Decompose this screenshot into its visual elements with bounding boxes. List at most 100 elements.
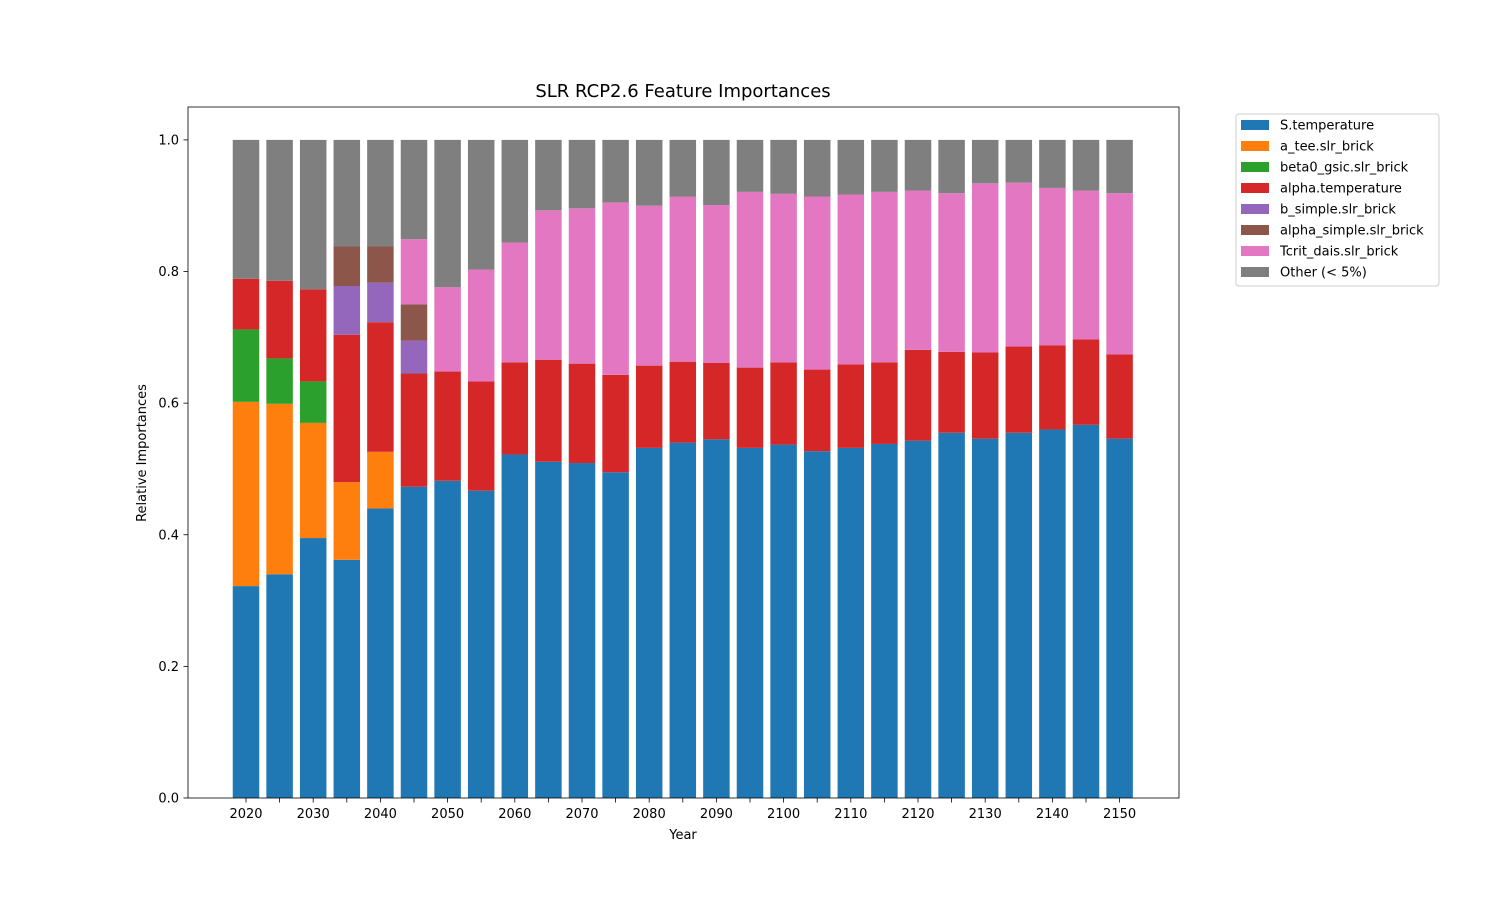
legend-label: alpha_simple.slr_brick <box>1280 224 1424 239</box>
bar-segment-6-2150 <box>1106 193 1133 355</box>
bar-segment-0-2100 <box>770 444 797 798</box>
bar-segment-0-2095 <box>736 447 764 798</box>
legend-label: Tcrit_dais.slr_brick <box>1279 245 1399 260</box>
bar-segment-2-2020 <box>232 329 260 402</box>
bar-segment-3-2085 <box>669 361 697 443</box>
bar-segment-0-2050 <box>434 480 461 798</box>
bar-segment-7-2030 <box>299 139 327 290</box>
bar-segment-1-2035 <box>333 482 361 560</box>
bar-segment-3-2130 <box>971 352 999 439</box>
legend-swatch <box>1241 225 1269 235</box>
bar-segment-5-2035 <box>333 246 361 287</box>
legend-label: b_simple.slr_brick <box>1280 203 1396 218</box>
bar-segment-6-2055 <box>467 269 495 382</box>
bar-segment-7-2095 <box>736 139 764 192</box>
x-tick-label: 2090 <box>700 807 733 822</box>
bar-segment-6-2090 <box>703 205 730 363</box>
bar-segment-6-2120 <box>904 190 932 350</box>
bar-segment-6-2080 <box>635 205 663 366</box>
bar-segment-7-2115 <box>871 139 898 192</box>
bar-segment-7-2065 <box>535 139 562 211</box>
bar-segment-7-2100 <box>770 139 797 194</box>
bar-segment-6-2095 <box>736 191 764 368</box>
bar-segment-3-2110 <box>837 364 865 448</box>
bar-segment-7-2020 <box>232 139 260 279</box>
bar-segment-7-2135 <box>1005 139 1033 183</box>
bar-segment-3-2020 <box>232 278 260 330</box>
legend-swatch <box>1241 120 1269 130</box>
bar-segment-0-2150 <box>1106 438 1133 798</box>
bar-segment-4-2035 <box>333 286 361 335</box>
legend-swatch <box>1241 267 1269 277</box>
bar-segment-7-2150 <box>1106 139 1133 194</box>
legend-swatch <box>1241 204 1269 214</box>
legend-frame <box>1235 113 1440 287</box>
bar-segment-2-2030 <box>299 381 327 423</box>
x-axis-label: Year <box>668 828 697 843</box>
legend-item: alpha_simple.slr_brick <box>1241 224 1424 239</box>
bar-segment-6-2085 <box>669 196 697 362</box>
bar-segment-6-2115 <box>871 191 898 363</box>
bar-segment-0-2145 <box>1072 424 1100 798</box>
bar-segment-3-2100 <box>770 362 797 445</box>
bar-segment-7-2055 <box>467 139 495 270</box>
bar-segment-5-2045 <box>400 304 428 341</box>
x-tick-label: 2020 <box>229 807 262 822</box>
bar-segment-0-2070 <box>568 463 596 798</box>
x-tick-label: 2070 <box>565 807 598 822</box>
bar-segment-6-2105 <box>803 196 831 370</box>
x-axis: 2020 2030 2040 2050 2060 2070 2080 2090 2100 2110… <box>229 798 1136 822</box>
bar-segment-6-2050 <box>434 287 461 372</box>
bar-segment-0-2020 <box>232 586 260 798</box>
x-tick-label: 2080 <box>633 807 666 822</box>
bar-segment-3-2070 <box>568 363 596 464</box>
y-tick-label: 0.8 <box>158 265 179 280</box>
x-tick-label: 2140 <box>1036 807 1069 822</box>
bar-segment-6-2140 <box>1039 187 1066 346</box>
y-tick-label: 0.4 <box>158 528 179 543</box>
bar-segment-7-2140 <box>1039 139 1066 188</box>
bar-segment-7-2130 <box>971 139 999 184</box>
bar-segment-0-2090 <box>703 439 730 798</box>
x-tick-label: 2110 <box>834 807 867 822</box>
x-tick-label: 2100 <box>767 807 800 822</box>
bar-segment-2-2025 <box>266 358 293 404</box>
bar-segment-3-2115 <box>871 362 898 444</box>
bar-segment-0-2025 <box>266 574 293 798</box>
bar-segment-7-2090 <box>703 139 730 206</box>
bar-segment-0-2105 <box>803 451 831 798</box>
bar-segment-6-2125 <box>938 193 965 352</box>
y-axis: 0.0 0.2 0.4 0.6 0.8 1.0 <box>158 133 188 807</box>
legend: S.temperature a_tee.slr_brick beta0_gsic.s… <box>1235 113 1440 287</box>
bar-segment-0-2140 <box>1039 429 1066 798</box>
bar-segment-7-2075 <box>602 139 629 203</box>
bars <box>232 139 1133 798</box>
chart-title: SLR RCP2.6 Feature Importances <box>535 81 830 102</box>
bar-segment-3-2135 <box>1005 346 1033 433</box>
bar-segment-0-2125 <box>938 432 965 798</box>
bar-segment-7-2035 <box>333 139 361 247</box>
bar-segment-3-2045 <box>400 373 428 487</box>
bar-segment-0-2120 <box>904 440 932 798</box>
bar-segment-3-2145 <box>1072 339 1100 425</box>
bar-segment-3-2075 <box>602 374 629 473</box>
legend-item: a_tee.slr_brick <box>1241 140 1374 155</box>
bar-segment-3-2090 <box>703 363 730 440</box>
legend-item: alpha.temperature <box>1241 182 1402 197</box>
bar-segment-1-2020 <box>232 401 260 587</box>
x-tick-label: 2060 <box>498 807 531 822</box>
bar-segment-0-2045 <box>400 486 428 798</box>
bar-segment-6-2075 <box>602 202 629 375</box>
bar-segment-0-2035 <box>333 559 361 798</box>
bar-segment-4-2040 <box>367 282 394 323</box>
legend-label: S.temperature <box>1280 119 1374 134</box>
bar-segment-0-2040 <box>367 508 394 798</box>
legend-label: alpha.temperature <box>1280 182 1402 197</box>
bar-segment-3-2140 <box>1039 345 1066 430</box>
bar-segment-3-2050 <box>434 371 461 481</box>
bar-segment-6-2060 <box>501 242 529 363</box>
legend-swatch <box>1241 246 1269 256</box>
legend-label: Other (< 5%) <box>1280 266 1367 281</box>
bar-segment-7-2060 <box>501 139 529 243</box>
